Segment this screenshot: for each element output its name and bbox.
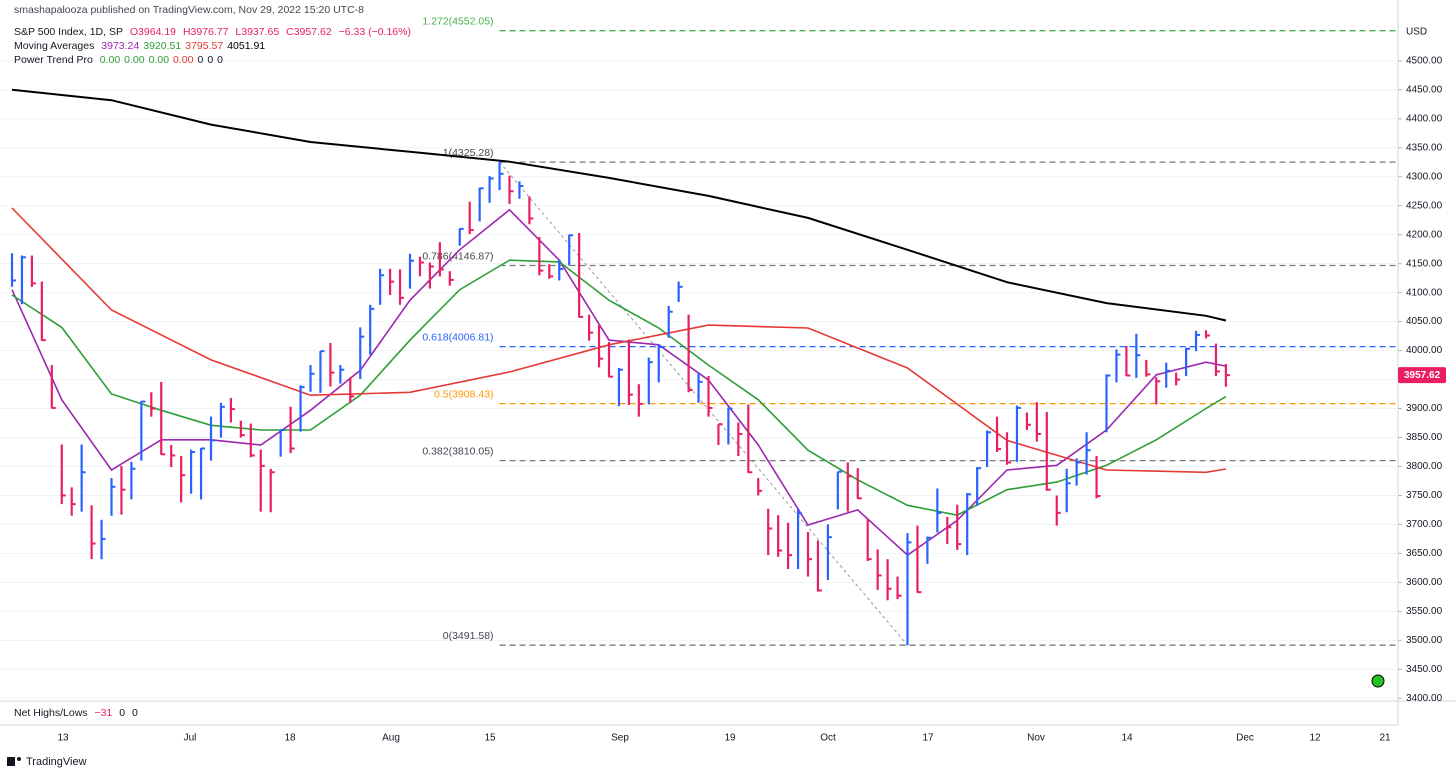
y-tick-label: 4200.00	[1406, 229, 1443, 240]
x-tick-label: Dec	[1236, 733, 1254, 744]
moving-average-line	[11, 208, 1227, 557]
ohlc-open: O3964.19	[129, 26, 177, 38]
fib-label: 0(3491.58)	[443, 630, 494, 642]
y-tick-label: 3900.00	[1406, 403, 1443, 414]
indicator-value: 0.00	[173, 54, 194, 66]
indicator-value: 0	[207, 54, 214, 66]
moving-average-line	[11, 88, 1227, 322]
indicator-row: Power Trend Pro 0.00 0.00 0.00 0.00 0 0 0	[14, 54, 231, 66]
ma-values: 3973.24 3920.51 3795.57 4051.91	[101, 40, 269, 52]
y-tick-label: 3700.00	[1406, 519, 1443, 530]
y-tick-label: 3650.00	[1406, 548, 1443, 559]
grid	[0, 60, 1398, 699]
y-unit: USD	[1406, 27, 1427, 38]
x-tick-label: Jul	[184, 733, 197, 744]
fib-label: 1.272(4552.05)	[422, 15, 493, 27]
y-tick-label: 3850.00	[1406, 432, 1443, 443]
x-tick-label: 17	[922, 733, 934, 744]
indicator-value: 0.00	[148, 54, 170, 66]
price-tag	[1398, 367, 1446, 384]
y-tick-label: 3450.00	[1406, 664, 1443, 675]
y-tick-label: 4100.00	[1406, 287, 1443, 298]
tradingview-logo: TradingView	[7, 756, 87, 768]
x-tick-label: Nov	[1027, 733, 1045, 744]
ma-value: 4051.91	[227, 40, 266, 52]
y-tick-label: 3500.00	[1406, 635, 1443, 646]
logo-icon	[7, 757, 15, 766]
ma-title: Moving Averages	[14, 40, 95, 52]
price-tag-label: 3957.62	[1404, 370, 1441, 381]
y-tick-label: 4250.00	[1406, 200, 1443, 211]
y-tick-label: 4450.00	[1406, 84, 1443, 95]
ohlc-close: C3957.62	[286, 26, 332, 38]
y-tick-label: 4050.00	[1406, 316, 1443, 327]
x-tick-label: Sep	[611, 733, 629, 744]
x-tick-label: Aug	[382, 733, 400, 744]
footer-brand: TradingView	[26, 756, 87, 768]
y-tick-label: 4150.00	[1406, 258, 1443, 269]
indicator-title: Power Trend Pro	[14, 54, 93, 66]
lower-pane-title: Net Highs/Lows	[14, 707, 88, 719]
x-tick-label: 18	[284, 733, 296, 744]
ma-value: 3973.24	[101, 40, 140, 52]
y-tick-label: 4400.00	[1406, 113, 1443, 124]
x-tick-label: Oct	[820, 733, 836, 744]
y-tick-label: 4350.00	[1406, 142, 1443, 153]
moving-average-line	[11, 259, 1227, 516]
ma-value: 3920.51	[143, 40, 182, 52]
indicator-value: 0	[197, 54, 204, 66]
x-tick-label: 13	[57, 733, 69, 744]
lower-pane-value: 0	[131, 707, 138, 719]
logo-icon	[17, 757, 21, 761]
symbol-row: S&P 500 Index, 1D, SP O3964.19 H3976.77 …	[14, 26, 415, 38]
x-tick-label: 12	[1309, 733, 1321, 744]
indicator-values: 0.00 0.00 0.00 0.00 0 0 0	[100, 54, 227, 66]
ma-row: Moving Averages 3973.24 3920.51 3795.57 405…	[14, 40, 273, 52]
indicator-value: 0.00	[124, 54, 145, 66]
y-tick-label: 4300.00	[1406, 171, 1443, 182]
indicator-value: 0	[217, 54, 223, 66]
lower-pane-legend: Net Highs/Lows −31 0 0	[14, 707, 142, 719]
x-tick-label: 15	[484, 733, 496, 744]
lower-pane-value: −31	[94, 707, 113, 719]
indicator-value: 0.00	[99, 54, 121, 66]
ohlc-low: L3937.65	[235, 26, 280, 38]
y-tick-label: 3600.00	[1406, 577, 1443, 588]
y-tick-label: 3750.00	[1406, 490, 1443, 501]
ohlc-high: H3976.77	[182, 26, 229, 38]
y-tick-label: 4500.00	[1406, 55, 1443, 66]
signal-dot	[1371, 674, 1385, 688]
x-tick-label: 19	[724, 733, 736, 744]
y-tick-label: 3400.00	[1406, 693, 1443, 704]
y-tick-label: 3550.00	[1406, 606, 1443, 617]
fib-label: 0.5(3908.43)	[434, 388, 494, 400]
x-tick-label: 21	[1379, 733, 1391, 744]
fib-label: 0.382(3810.05)	[422, 445, 493, 457]
symbol: S&P 500 Index, 1D, SP	[14, 26, 123, 38]
ohlc-change: −6.33 (−0.16%)	[338, 26, 411, 38]
x-tick-label: 14	[1121, 733, 1133, 744]
y-tick-label: 4000.00	[1406, 345, 1443, 356]
y-tick-label: 3800.00	[1406, 461, 1443, 472]
ma-value: 3795.57	[185, 40, 224, 52]
lower-pane-value: 0	[119, 707, 126, 719]
moving-average-line	[11, 207, 1227, 474]
fib-label: 0.618(4006.81)	[422, 331, 493, 343]
publisher: smashapalooza published on TradingView.c…	[14, 4, 365, 16]
